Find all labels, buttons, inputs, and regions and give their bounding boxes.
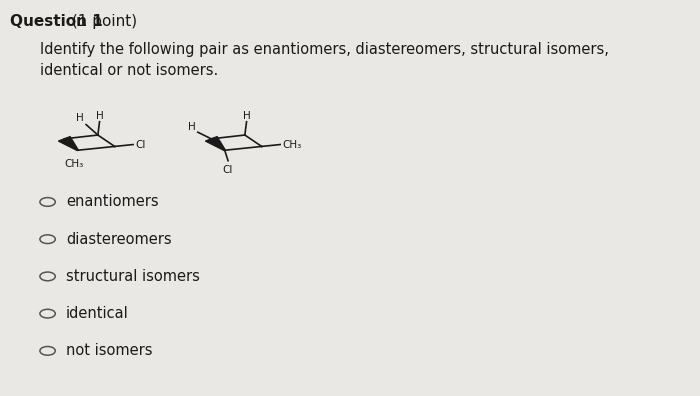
Text: CH₃: CH₃ xyxy=(64,159,84,169)
Text: CH₃: CH₃ xyxy=(282,139,302,150)
Text: H: H xyxy=(97,110,104,120)
Text: H: H xyxy=(188,122,196,132)
Text: Question 1: Question 1 xyxy=(10,14,102,29)
Text: diastereomers: diastereomers xyxy=(66,232,172,247)
Text: identical: identical xyxy=(66,306,129,321)
Text: Identify the following pair as enantiomers, diastereomers, structural isomers,: Identify the following pair as enantiome… xyxy=(40,42,609,57)
Text: Cl: Cl xyxy=(223,166,233,175)
Text: identical or not isomers.: identical or not isomers. xyxy=(40,63,218,78)
Text: not isomers: not isomers xyxy=(66,343,153,358)
Text: (1 point): (1 point) xyxy=(67,14,137,29)
Text: Cl: Cl xyxy=(135,139,146,150)
Polygon shape xyxy=(205,137,225,150)
Text: structural isomers: structural isomers xyxy=(66,269,200,284)
Text: enantiomers: enantiomers xyxy=(66,194,158,209)
Polygon shape xyxy=(58,137,78,150)
Text: H: H xyxy=(244,110,251,120)
Text: H: H xyxy=(76,113,84,124)
